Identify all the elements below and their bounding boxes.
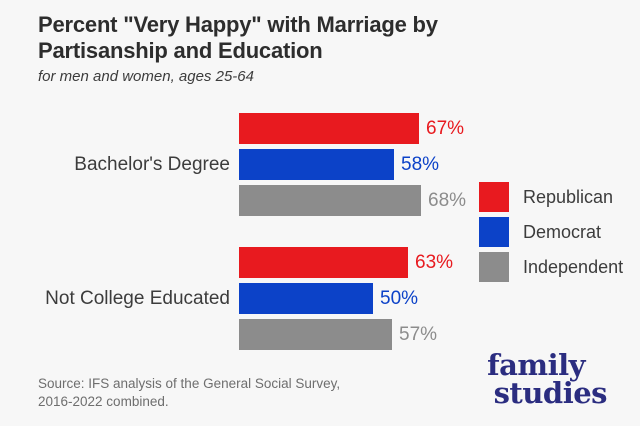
family-studies-logo: family studies bbox=[487, 348, 608, 411]
bar-stack: 67% 58% 68% bbox=[239, 113, 466, 216]
chart-title: Percent "Very Happy" with Marriage by Pa… bbox=[38, 12, 438, 63]
bar-democrat bbox=[239, 149, 394, 180]
bar-stack: 63% 50% 57% bbox=[239, 247, 453, 350]
bar-value-label: 58% bbox=[401, 153, 440, 175]
logo-word-studies: studies bbox=[493, 376, 608, 411]
republican-swatch-icon bbox=[479, 182, 509, 212]
bar-democrat bbox=[239, 283, 373, 314]
bar-chart: Bachelor's Degree 67% 58% 68% Not College … bbox=[0, 113, 482, 350]
legend-item-democrat: Democrat bbox=[479, 217, 623, 247]
bar-value-label: 63% bbox=[415, 251, 454, 273]
bar-value-label: 68% bbox=[428, 189, 467, 211]
legend-item-republican: Republican bbox=[479, 182, 623, 212]
independent-swatch-icon bbox=[479, 252, 509, 282]
category-label: Bachelor's Degree bbox=[74, 153, 230, 175]
logo-word-family: family bbox=[487, 348, 585, 382]
source-note: Source: IFS analysis of the General Soci… bbox=[38, 375, 340, 411]
bar-row: 57% bbox=[239, 319, 453, 350]
legend-item-independent: Independent bbox=[479, 252, 623, 282]
legend-label: Democrat bbox=[523, 221, 602, 242]
legend-label: Republican bbox=[523, 186, 614, 207]
democrat-swatch-icon bbox=[479, 217, 509, 247]
bar-independent bbox=[239, 185, 421, 216]
bar-value-label: 67% bbox=[426, 117, 465, 139]
source-line: Source: IFS analysis of the General Soci… bbox=[38, 376, 341, 391]
legend-label: Independent bbox=[523, 256, 624, 277]
category-label: Not College Educated bbox=[45, 287, 230, 309]
bar-republican bbox=[239, 247, 408, 278]
bar-value-label: 50% bbox=[380, 287, 419, 309]
source-line: 2016-2022 combined. bbox=[38, 393, 169, 409]
legend: Republican Democrat Independent bbox=[479, 182, 623, 282]
chart-subtitle: for men and women, ages 25-64 bbox=[38, 67, 254, 85]
bar-row: 67% bbox=[239, 113, 466, 144]
bar-row: 68% bbox=[239, 185, 466, 216]
bar-row: 58% bbox=[239, 149, 466, 180]
bar-group-bachelors: Bachelor's Degree 67% 58% 68% bbox=[0, 113, 482, 216]
bar-value-label: 57% bbox=[399, 323, 438, 345]
bar-row: 50% bbox=[239, 283, 453, 314]
bar-republican bbox=[239, 113, 419, 144]
chart-header: Percent "Very Happy" with Marriage by Pa… bbox=[38, 12, 483, 85]
bar-row: 63% bbox=[239, 247, 453, 278]
bar-group-not-college: Not College Educated 63% 50% 57% bbox=[0, 247, 482, 350]
bar-independent bbox=[239, 319, 392, 350]
